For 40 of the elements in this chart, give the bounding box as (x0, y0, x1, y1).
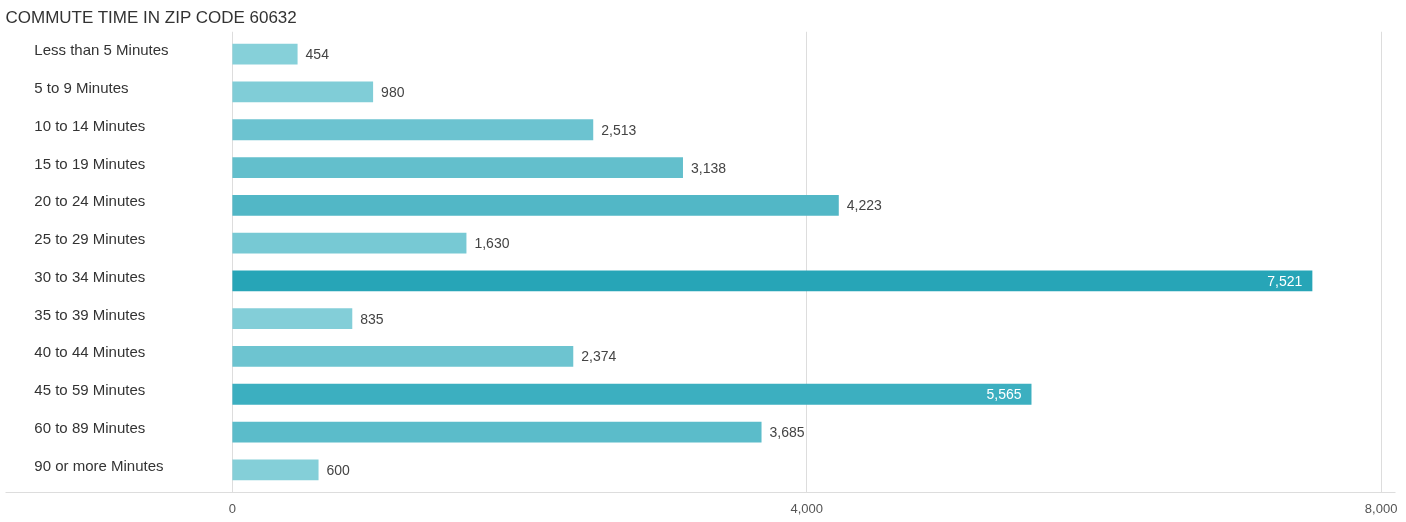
y-tick-label: 35 to 39 Minutes (34, 305, 146, 323)
y-tick-label: 30 to 34 Minutes (34, 267, 146, 285)
y-tick-label: 10 to 14 Minutes (34, 116, 146, 134)
bar (232, 308, 353, 330)
y-tick-label: 90 or more Minutes (34, 456, 164, 474)
data-label: 4,223 (846, 197, 883, 214)
data-label: 1,630 (474, 235, 510, 252)
x-tick-label: 4,000 (790, 500, 824, 516)
y-tick-label: 45 to 59 Minutes (34, 381, 146, 399)
bar (232, 81, 374, 103)
data-label: 2,513 (601, 121, 637, 138)
data-label: 835 (360, 310, 384, 327)
y-tick-label: Less than 5 Minutes (34, 41, 169, 59)
data-label: 454 (305, 46, 330, 63)
bar (232, 43, 298, 65)
bar (232, 383, 1032, 405)
data-label: 2,374 (581, 348, 617, 365)
data-label: 7,521 (1267, 272, 1303, 289)
y-tick-label: 20 to 24 Minutes (34, 192, 146, 210)
data-label: 3,138 (690, 159, 727, 176)
bar (232, 421, 762, 443)
bar (232, 459, 319, 481)
y-tick-label: 60 to 89 Minutes (34, 419, 146, 437)
bar (232, 346, 574, 367)
data-label: 5,565 (986, 386, 1022, 403)
bar (232, 232, 467, 254)
y-tick-label: 25 to 29 Minutes (34, 230, 146, 248)
data-label: 3,685 (769, 424, 805, 441)
data-label: 600 (326, 461, 351, 478)
x-tick-label: 0 (228, 500, 236, 516)
chart-title: COMMUTE TIME IN ZIP CODE 60632 (5, 7, 297, 27)
y-tick-label: 5 to 9 Minutes (34, 78, 129, 96)
data-label: 980 (381, 83, 405, 100)
x-tick-label: 8,000 (1364, 500, 1398, 516)
bar (232, 119, 594, 141)
bar (232, 194, 839, 216)
y-tick-label: 15 to 19 Minutes (34, 154, 146, 172)
bar (232, 157, 683, 178)
y-tick-label: 40 to 44 Minutes (34, 343, 146, 361)
bar (232, 270, 1313, 292)
